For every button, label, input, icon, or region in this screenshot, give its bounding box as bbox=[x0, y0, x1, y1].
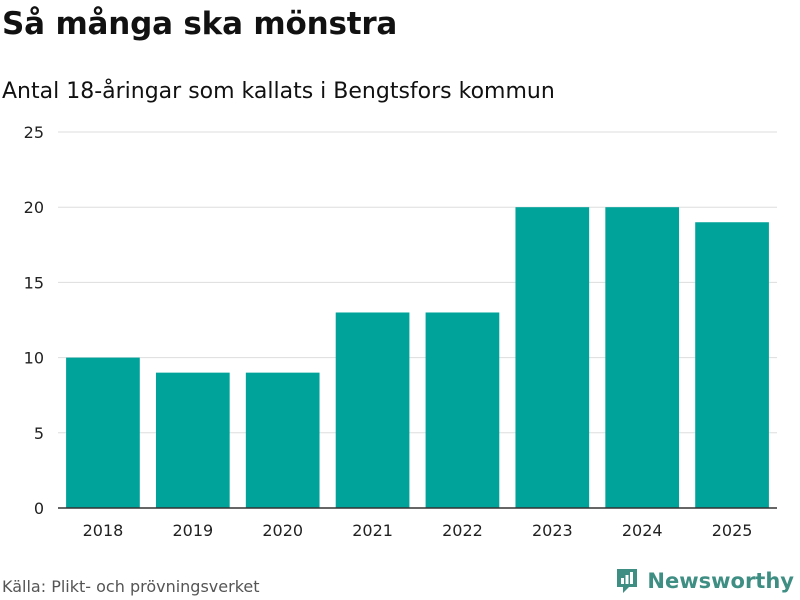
y-tick-label: 10 bbox=[24, 349, 44, 368]
bar-2025 bbox=[695, 222, 769, 509]
newsworthy-logo-icon bbox=[617, 569, 638, 593]
chart-title: Så många ska mönstra bbox=[2, 6, 398, 42]
y-tick-label: 15 bbox=[24, 273, 44, 292]
bar-2024 bbox=[605, 207, 680, 508]
bar-2021 bbox=[335, 312, 410, 508]
x-tick-label: 2023 bbox=[532, 521, 573, 540]
chart-subtitle: Antal 18-åringar som kallats i Bengtsfor… bbox=[2, 79, 555, 104]
x-tick-label: 2022 bbox=[442, 521, 483, 540]
x-tick-label: 2024 bbox=[622, 521, 663, 540]
x-tick-label: 2020 bbox=[262, 521, 303, 540]
brand-logo: Newsworthy bbox=[615, 567, 794, 595]
y-tick-label: 20 bbox=[24, 198, 44, 217]
source-note: Källa: Plikt- och prövningsverket bbox=[2, 577, 260, 596]
bar-2023 bbox=[515, 207, 590, 508]
bar-2018 bbox=[66, 357, 140, 508]
x-tick-label: 2019 bbox=[172, 521, 213, 540]
bar-2022 bbox=[425, 312, 500, 508]
y-tick-label: 5 bbox=[34, 424, 44, 443]
brand-name: Newsworthy bbox=[647, 569, 794, 593]
x-tick-label: 2021 bbox=[352, 521, 393, 540]
x-tick-label: 2025 bbox=[712, 521, 753, 540]
bar-2020 bbox=[245, 372, 320, 508]
y-tick-label: 0 bbox=[34, 499, 44, 518]
y-tick-label: 25 bbox=[24, 123, 44, 142]
x-tick-label: 2018 bbox=[83, 521, 124, 540]
bar-2019 bbox=[155, 372, 230, 508]
